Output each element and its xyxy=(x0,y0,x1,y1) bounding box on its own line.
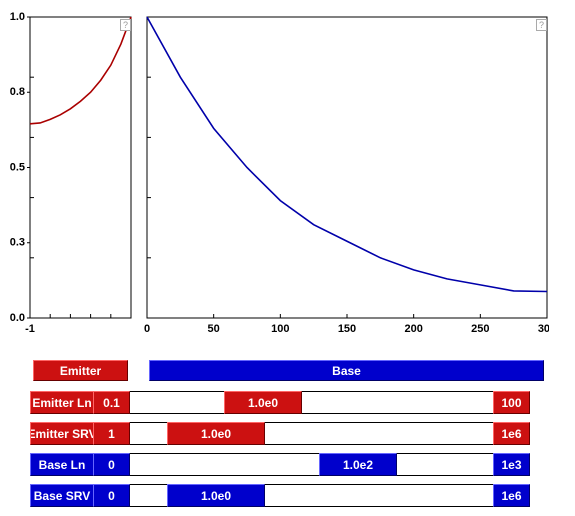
slider-min: 0 xyxy=(93,484,130,507)
slider-label: Base SRV xyxy=(30,484,94,507)
slider-label: Emitter SRV xyxy=(30,422,94,445)
slider-max: 1e6 xyxy=(493,484,530,507)
slider-min: 0 xyxy=(93,453,130,476)
slider-label: Emitter Ln xyxy=(30,391,94,414)
slider-label: Base Ln xyxy=(30,453,94,476)
x-tick-label: 250 xyxy=(471,323,489,335)
slider-max: 1e6 xyxy=(493,422,530,445)
x-tick-label: 200 xyxy=(404,323,422,335)
x-tick-label: -1 xyxy=(25,323,35,335)
y-tick-label: 1.0 xyxy=(10,11,25,23)
help-icon[interactable]: ? xyxy=(536,19,547,31)
plot-frame xyxy=(29,16,132,319)
y-tick-label: 0.0 xyxy=(10,312,25,324)
slider-track[interactable] xyxy=(129,391,494,414)
slider-min: 1 xyxy=(93,422,130,445)
emitter-button[interactable]: Emitter xyxy=(33,360,128,381)
line xyxy=(146,16,548,293)
base-button[interactable]: Base xyxy=(149,360,544,381)
charts: 1.0 0.8 0.5 0.3 0.0-1 0 50 100 150 200 250 300 xyxy=(10,11,549,335)
slider-thumb[interactable]: 1.0e0 xyxy=(224,391,302,414)
x-tick-label: 100 xyxy=(271,323,289,335)
line xyxy=(29,16,132,125)
plot-frame xyxy=(146,16,548,319)
y-tick-label: 0.5 xyxy=(10,161,25,173)
x-tick-label: 50 xyxy=(208,323,220,335)
slider-thumb[interactable]: 1.0e0 xyxy=(167,484,265,507)
slider-track[interactable] xyxy=(129,453,494,476)
x-tick-label: 150 xyxy=(338,323,356,335)
slider-max: 1e3 xyxy=(493,453,530,476)
help-icon[interactable]: ? xyxy=(120,19,131,31)
slider-min: 0.1 xyxy=(93,391,130,414)
slider-max: 100 xyxy=(493,391,530,414)
x-tick-label: 300 xyxy=(538,323,549,335)
y-tick-label: 0.3 xyxy=(10,237,25,249)
slider-thumb[interactable]: 1.0e2 xyxy=(319,453,397,476)
slider-thumb[interactable]: 1.0e0 xyxy=(167,422,265,445)
y-tick-label: 0.8 xyxy=(10,86,25,98)
x-tick-label: 0 xyxy=(144,323,150,335)
